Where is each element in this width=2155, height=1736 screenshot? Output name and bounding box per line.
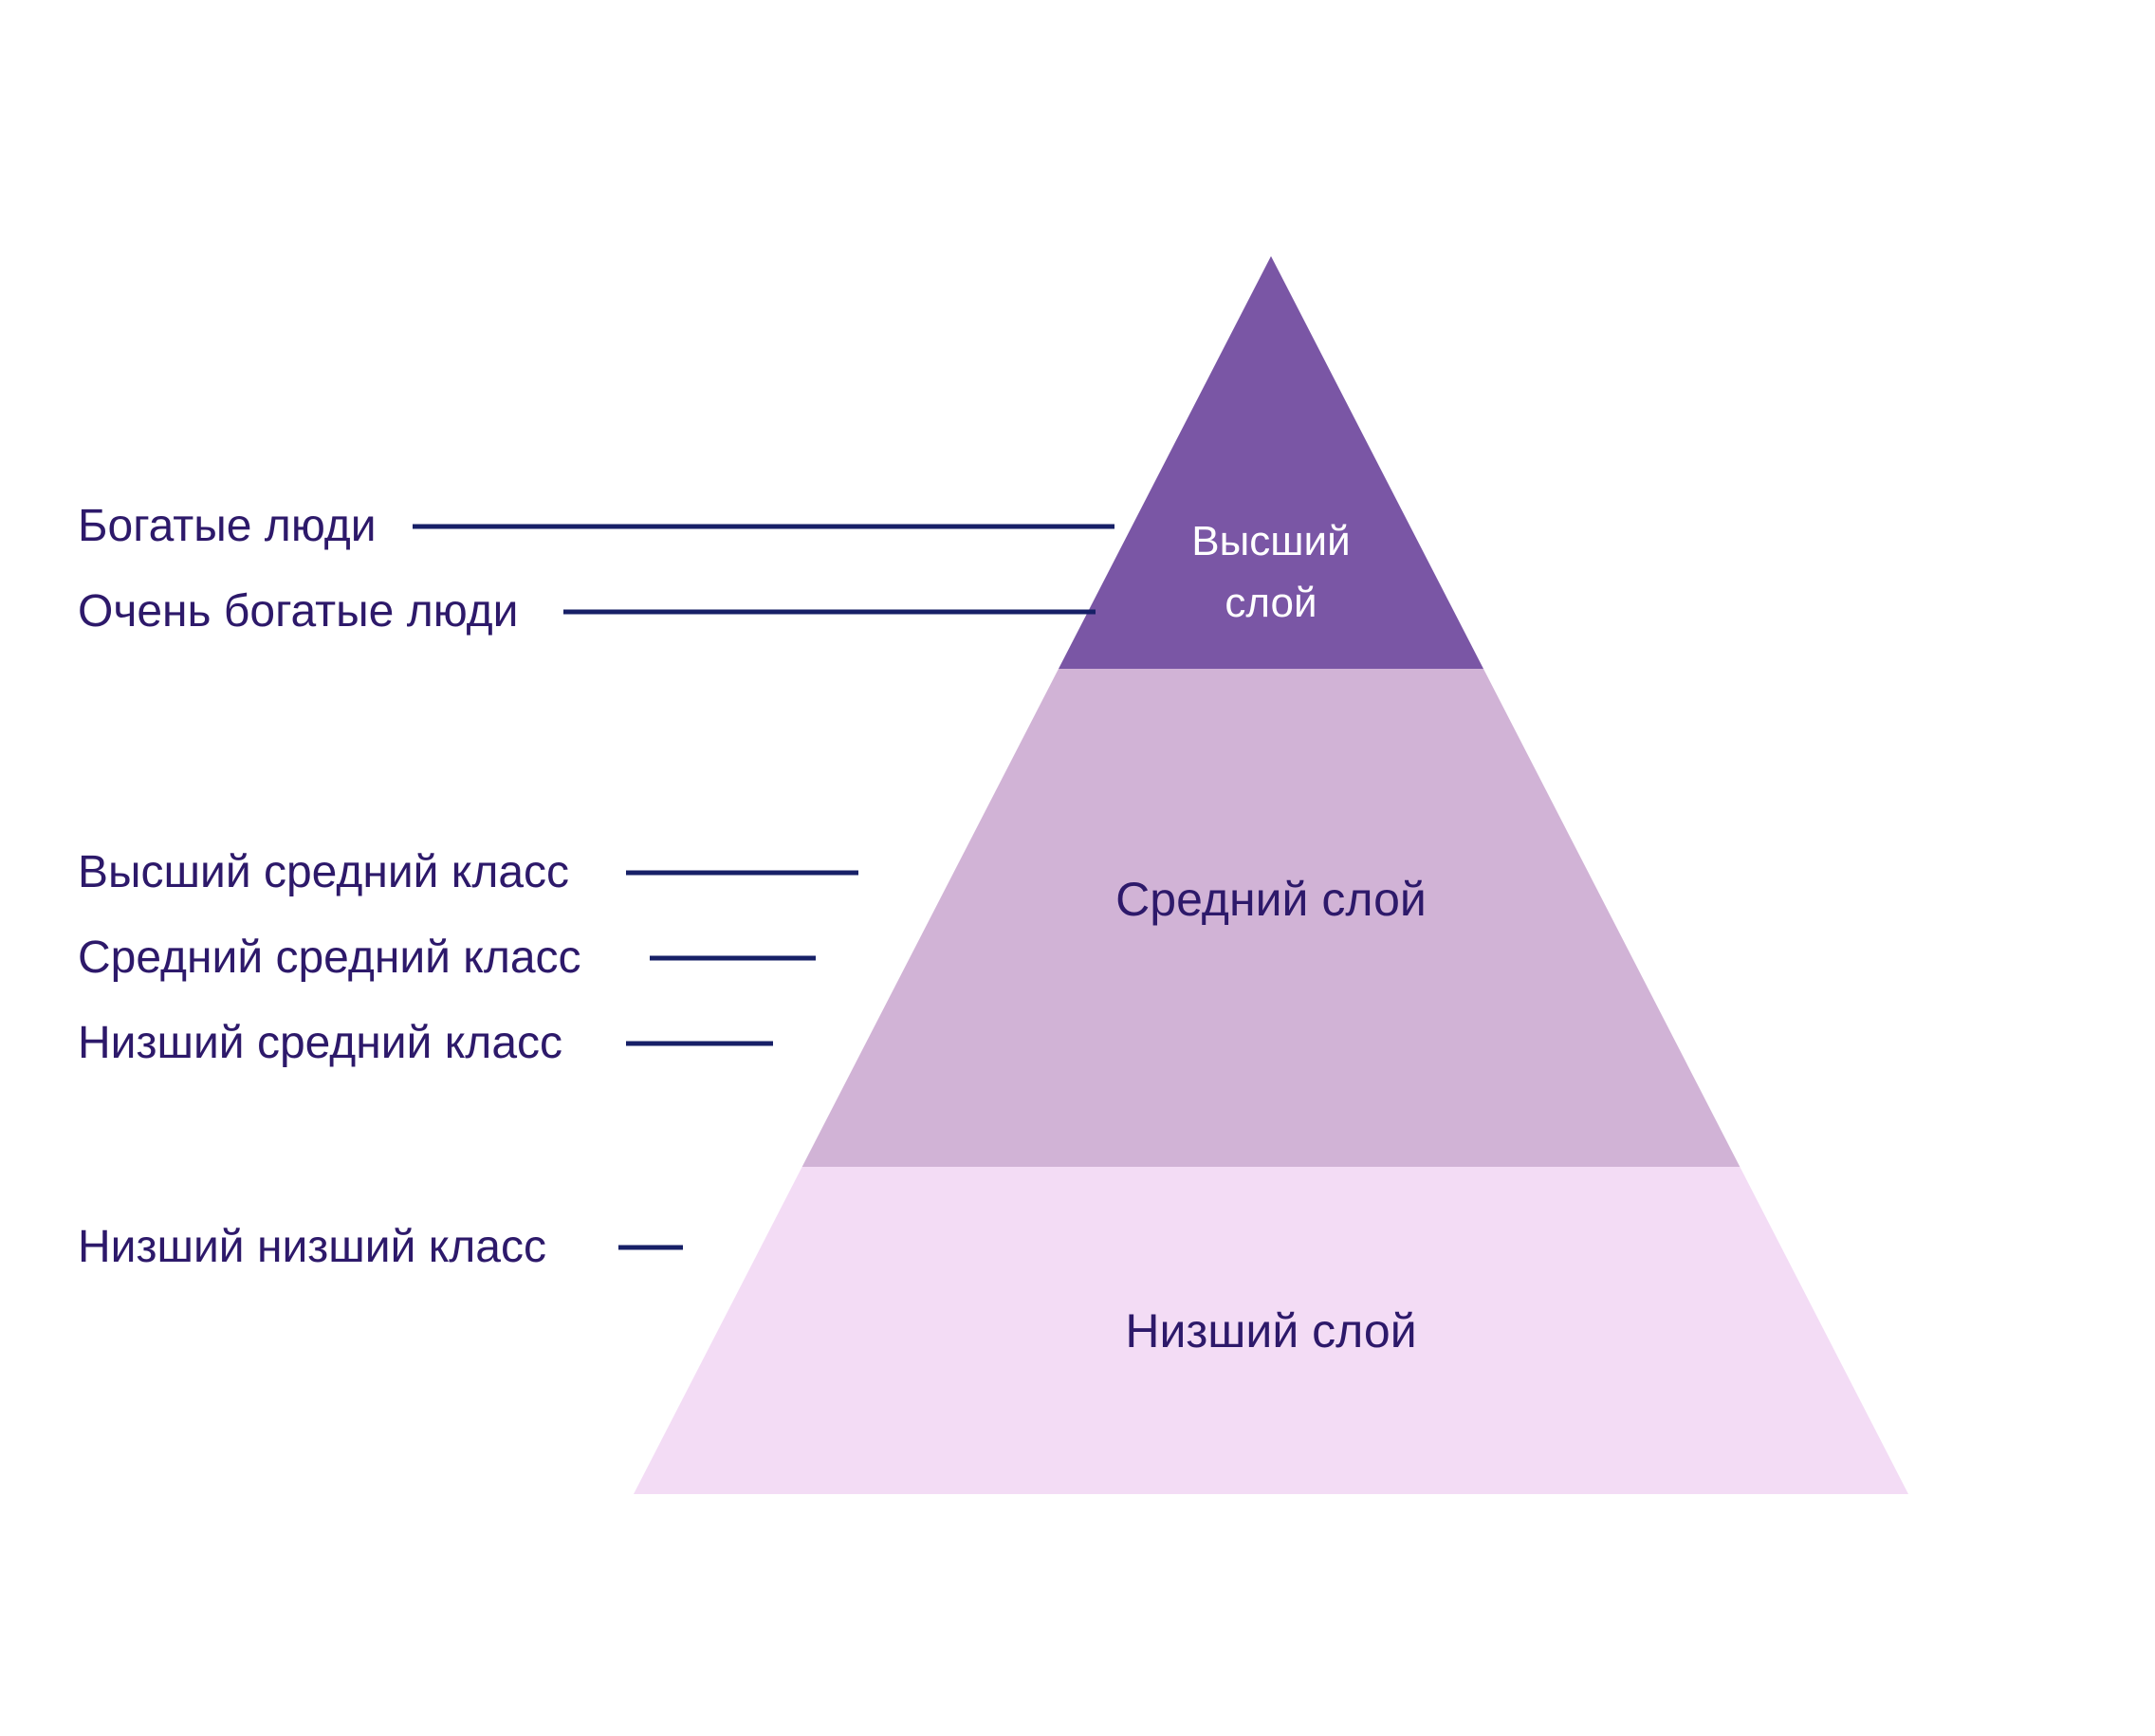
side-label-3: Средний средний класс [78, 933, 581, 983]
side-label-5: Низший низший класс [78, 1222, 546, 1272]
pyramid-layer-middle-label: Средний слой [1115, 873, 1427, 926]
side-label-1: Очень богатые люди [78, 586, 518, 637]
side-label-0: Богатые люди [78, 501, 377, 551]
side-label-2: Высший средний класс [78, 847, 569, 897]
side-label-4: Низший средний класс [78, 1018, 562, 1068]
pyramid-layer-top-label: Высший [1191, 518, 1350, 564]
pyramid-layer-top-label2: слой [1225, 580, 1317, 626]
pyramid-diagram: Высший слой Средний слой Низший слой Богатые… [0, 0, 2155, 1736]
pyramid-layer-bottom-label: Низший слой [1125, 1304, 1416, 1357]
